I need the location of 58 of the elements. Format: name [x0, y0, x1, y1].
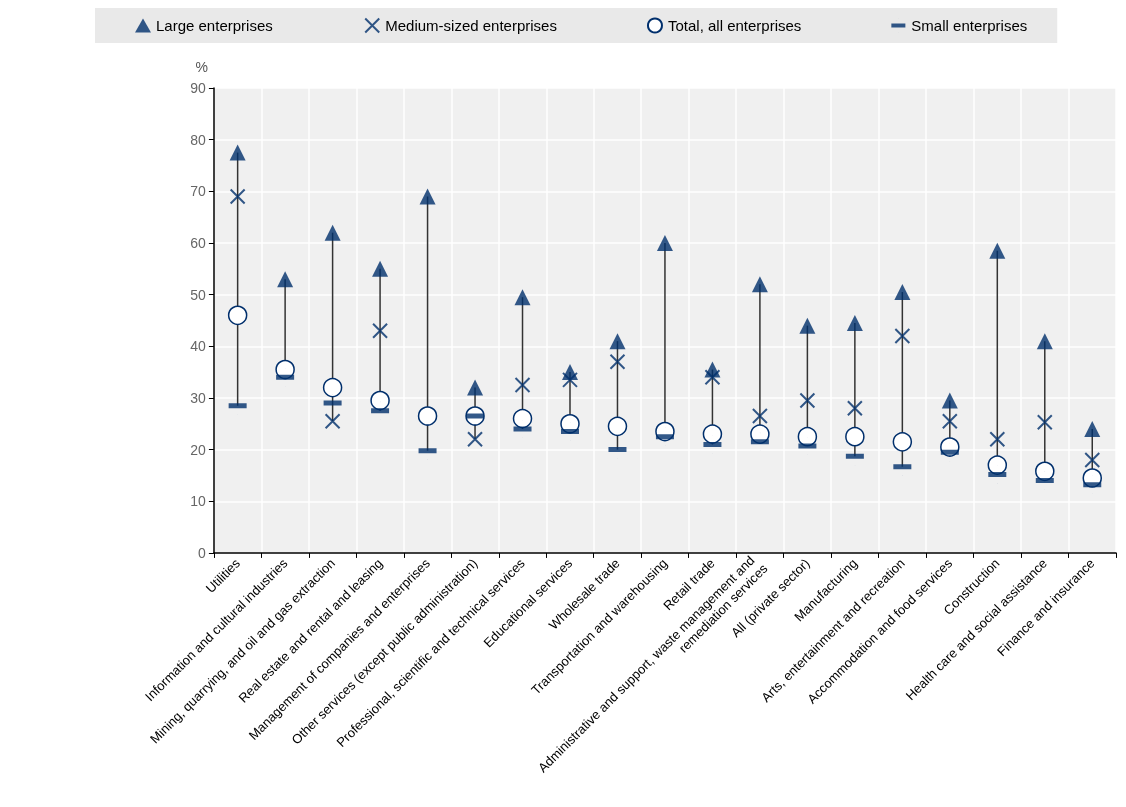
- point: [941, 392, 958, 409]
- point: [704, 369, 721, 386]
- point: [561, 371, 578, 388]
- point: [512, 408, 533, 429]
- y-tick-label: 0: [198, 544, 207, 561]
- point: [989, 242, 1006, 259]
- point: [987, 455, 1008, 475]
- point: [467, 379, 484, 396]
- point: [417, 406, 438, 426]
- legend-label: Total, all enterprises: [667, 17, 802, 34]
- point: [372, 322, 389, 339]
- point: [702, 424, 723, 444]
- point: [1084, 420, 1101, 437]
- point: [229, 144, 246, 161]
- point: [419, 188, 436, 205]
- point: [514, 377, 531, 394]
- y-axis-title: %: [195, 59, 208, 75]
- point: [799, 392, 816, 409]
- point: [372, 260, 389, 277]
- legend-label: Large enterprises: [156, 17, 273, 34]
- y-tick-label: 20: [190, 441, 207, 458]
- y-tick-label: 50: [190, 286, 207, 303]
- y-tick-label: 40: [190, 338, 207, 355]
- y-tick-label: 70: [190, 183, 207, 200]
- legend-label: Medium-sized enterprises: [385, 17, 557, 34]
- point: [894, 327, 911, 344]
- point: [322, 377, 343, 398]
- point: [751, 276, 768, 293]
- y-tick-label: 90: [190, 80, 207, 96]
- legend-label: Small enterprises: [911, 17, 1028, 34]
- point: [845, 426, 865, 447]
- point: [609, 353, 626, 370]
- point: [799, 317, 816, 334]
- point: [1036, 414, 1053, 431]
- point: [751, 408, 768, 425]
- point: [846, 315, 863, 332]
- point: [227, 305, 248, 326]
- point: [324, 413, 341, 430]
- point: [1084, 451, 1101, 468]
- point: [370, 390, 390, 411]
- point: [467, 431, 484, 448]
- y-tick-label: 60: [190, 234, 207, 251]
- y-tick-label: 30: [190, 389, 207, 406]
- point: [229, 188, 246, 205]
- point: [846, 400, 863, 417]
- point: [277, 271, 294, 288]
- y-tick-label: 10: [190, 493, 207, 510]
- point: [656, 234, 673, 251]
- point: [324, 224, 341, 241]
- point: [609, 333, 626, 350]
- point: [514, 289, 531, 306]
- point: [989, 431, 1006, 448]
- point: [894, 284, 911, 301]
- y-tick-label: 80: [190, 131, 207, 148]
- point: [607, 416, 628, 437]
- point: [1036, 333, 1053, 350]
- point: [941, 413, 958, 430]
- point: [892, 432, 913, 452]
